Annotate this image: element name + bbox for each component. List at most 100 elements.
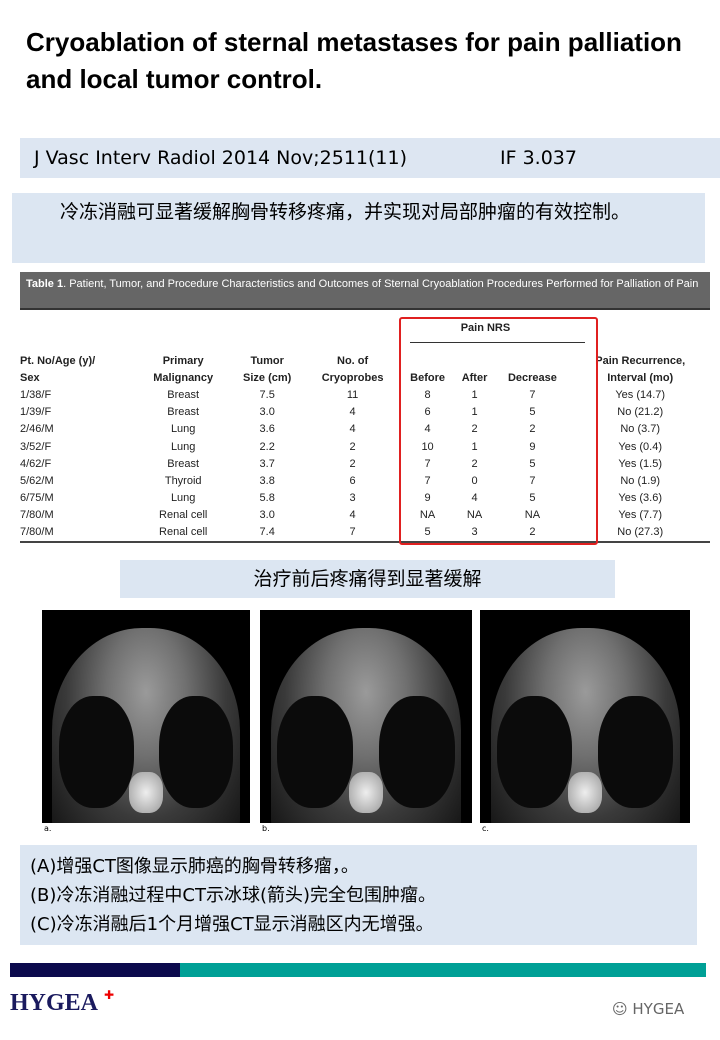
table-row: 1/38/F Breast 7.5 11 8 1 7 Yes (14.7) [20,386,710,403]
table-cell: 5/62/M [20,474,54,487]
table-cell: 3 [349,492,356,505]
table-cell: 4 [349,423,356,436]
summary-cn: 冷冻消融可显著缓解胸骨转移疼痛，并实现对局部肿瘤的有效控制。 [12,193,705,263]
table-cell: 7.4 [259,526,275,539]
table-cell: 7 [424,474,431,487]
table-caption-text: . Patient, Tumor, and Procedure Characte… [63,278,699,290]
table-cell: 7.5 [259,388,275,401]
table-cell: 9 [529,440,536,453]
table-row: 1/39/F Breast 3.0 4 6 1 5 No (21.2) [20,404,710,421]
table-cell: 8 [424,388,431,401]
table-cell: 7/80/M [20,509,54,522]
image-label: c. [480,823,690,835]
column-header: Size (cm) [243,371,292,384]
table-cell: 1 [471,388,478,401]
table-cell: 10 [421,440,434,453]
table-cell: 4 [424,423,431,436]
table-cell: 5 [529,492,536,505]
slide-title: Cryoablation of sternal metastases for p… [26,27,682,94]
column-header: Malignancy [153,371,214,384]
table-cell: 5.8 [259,492,275,505]
table-cell: 3 [471,526,478,539]
table-cell: 1 [471,406,478,419]
table-cell: 2 [349,457,356,470]
table-cell: 2 [349,440,356,453]
table-cell: 1/39/F [20,406,52,419]
ct-image-a: a. [42,610,250,835]
table-cell: No (3.7) [620,423,661,436]
table-row: 7/80/M Renal cell 3.0 4 NA NA NA Yes (7.7) [20,507,710,524]
table-cell: 2 [529,423,536,436]
journal-citation: J Vasc Interv Radiol 2014 Nov;2511(11) [34,147,408,169]
table-cell: 4/62/F [20,457,52,470]
table-cell: No (27.3) [617,526,664,539]
watermark-text: HYGEA [632,1000,685,1018]
table-cell: 1 [471,440,478,453]
group-header: Pain NRS [460,322,511,334]
table-cell: NA [419,509,436,522]
table-cell: NA [524,509,541,522]
ct-image-c: c. [480,610,690,835]
table-cell: 2 [471,423,478,436]
table-cell: NA [466,509,483,522]
table-cell: 3/52/F [20,440,52,453]
column-header: Before [410,371,445,384]
table-cell: 1/38/F [20,388,52,401]
table-cell: 3.0 [259,509,275,522]
table-cell: Renal cell [159,509,208,522]
table-row: 3/52/F Lung 2.2 2 10 1 9 Yes (0.4) [20,438,710,455]
footer-bar-teal [180,963,706,977]
table-cell: 7/80/M [20,526,54,539]
table-cell: 3.0 [259,406,275,419]
table-cell: 7 [424,457,431,470]
column-header: Interval (mo) [607,371,674,384]
image-label: b. [260,823,472,835]
table-cell: Lung [170,423,196,436]
caption-c: (C)冷冻消融后1个月增强CT显示消融区内无增强。 [30,914,434,935]
table-row: 6/75/M Lung 5.8 3 9 4 5 Yes (3.6) [20,490,710,507]
column-header: After [461,371,488,384]
table-cell: 4 [349,509,356,522]
group-rule [410,342,585,343]
table-cell: 7 [529,388,536,401]
table-cell: Yes (7.7) [618,509,663,522]
table-cell: 6 [349,474,356,487]
table-cell: Renal cell [159,526,208,539]
column-header: Pain Recurrence, [595,354,686,367]
data-table: Pain NRS Pt. No/Age (y)/ Primary Tumor No. … [20,318,710,544]
table-row: 2/46/M Lung 3.6 4 4 2 2 No (3.7) [20,421,710,438]
table-row: 5/62/M Thyroid 3.8 6 7 0 7 No (1.9) [20,472,710,489]
column-header: No. of [337,354,369,367]
table-cell: 5 [529,406,536,419]
table-caption-label: Table 1 [26,278,64,290]
table-cell: Yes (14.7) [615,388,666,401]
table-cell: 6 [424,406,431,419]
table-row: 4/62/F Breast 3.7 2 7 2 5 Yes (1.5) [20,455,710,472]
caption-a: (A)增强CT图像显示肺癌的胸骨转移瘤，。 [30,856,359,877]
footer-bar-navy [10,963,180,977]
table-cell: Yes (1.5) [618,457,663,470]
table-cell: Lung [170,492,196,505]
table-cell: 5 [529,457,536,470]
table-cell: 3.8 [259,474,275,487]
column-header: Sex [20,371,40,384]
table-cell: Yes (0.4) [618,440,663,453]
table-cell: 2 [529,526,536,539]
table-cell: 2.2 [259,440,275,453]
column-header: Decrease [507,371,557,384]
table-cell: No (21.2) [617,406,664,419]
caption-box: (A)增强CT图像显示肺癌的胸骨转移瘤，。 (B)冷冻消融过程中CT示冰球(箭头… [20,845,697,945]
table-caption: Table 1. Patient, Tumor, and Procedure C… [20,272,710,310]
column-header: Pt. No/Age (y)/ [20,354,96,367]
table-cell: 11 [346,388,359,401]
column-header: Primary [162,354,204,367]
table-cell: Breast [167,406,200,419]
table-cell: 4 [471,492,478,505]
table-cell: Yes (3.6) [618,492,663,505]
ct-image-b: b. [260,610,472,835]
table-cell: 2/46/M [20,423,54,436]
table-row: 7/80/M Renal cell 7.4 7 5 3 2 No (27.3) [20,524,710,542]
table-cell: No (1.9) [620,474,661,487]
journal-bar: J Vasc Interv Radiol 2014 Nov;2511(11) I… [20,138,720,178]
column-header: Tumor [250,354,284,367]
